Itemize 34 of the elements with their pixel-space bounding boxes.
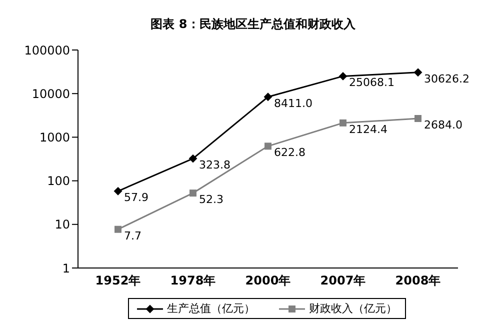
- y-tick-label: 100000: [24, 43, 70, 58]
- point: [264, 92, 272, 101]
- y-tick-label: 1: [62, 261, 70, 276]
- x-tick-label: 2007年: [320, 274, 366, 288]
- x-tick-label: 1978年: [170, 274, 216, 288]
- y-tick-label: 1000: [39, 130, 70, 144]
- point: [414, 68, 422, 76]
- x-tick-label: 2000年: [245, 274, 291, 288]
- point: [190, 190, 196, 197]
- data-label: 2684.0: [424, 118, 462, 132]
- data-label: 2124.4: [349, 122, 388, 136]
- x-tick-label: 1952年: [95, 274, 141, 288]
- point: [340, 119, 346, 126]
- data-label: 7.7: [124, 229, 142, 242]
- point: [114, 187, 122, 196]
- point: [339, 72, 347, 80]
- data-label: 8411.0: [274, 96, 312, 110]
- point: [114, 226, 122, 233]
- x-tick-label: 2008年: [395, 274, 441, 288]
- data-label: 52.3: [199, 193, 224, 206]
- data-label: 25068.1: [349, 76, 394, 90]
- y-tick-label: 100: [47, 174, 70, 188]
- data-label: 323.8: [199, 158, 230, 172]
- data-label: 30626.2: [424, 72, 470, 86]
- data-label: 57.9: [124, 191, 148, 204]
- point: [264, 142, 272, 150]
- legend-label: 生产总值（亿元）: [166, 301, 255, 316]
- legend-label: 财政收入（亿元）: [308, 301, 397, 316]
- point: [414, 115, 422, 122]
- chart-title: 图表 8：民族地区生产总值和财政收入: [150, 16, 356, 33]
- data-label: 622.8: [274, 146, 306, 160]
- point: [189, 154, 197, 163]
- y-tick-label: 10: [54, 218, 70, 232]
- y-tick-label: 10000: [32, 86, 70, 101]
